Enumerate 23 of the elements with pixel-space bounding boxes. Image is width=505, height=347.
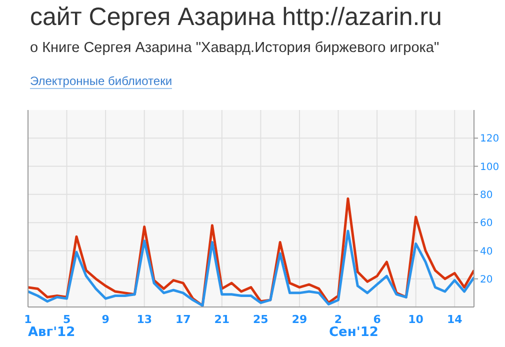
text: Авг'12 — [28, 325, 76, 340]
y-tick-label: 20 — [480, 274, 493, 286]
x-tick-label: 5 — [62, 312, 71, 326]
x-tick-label: 17 — [175, 312, 191, 326]
x-tick-label: 6 — [373, 312, 382, 326]
text: Сен'12 — [329, 325, 378, 340]
x-tick-label: 9 — [102, 312, 110, 326]
x-tick-label: 2 — [334, 312, 342, 326]
x-tick-label: 10 — [408, 312, 424, 326]
chart-subtitle: о Книге Сергея Азарина "Хавард.История биржевого игрока" — [30, 40, 440, 56]
x-tick-label: 25 — [253, 312, 268, 326]
x-tick-label: 1 — [24, 312, 32, 326]
y-tick-label: 100 — [480, 162, 500, 173]
text: Электронные библиотеки — [30, 74, 172, 89]
y-tick-label: 120 — [480, 134, 500, 145]
x-tick-label: 14 — [446, 312, 463, 326]
y-tick-label: 40 — [480, 246, 493, 258]
y-tick-label: 60 — [480, 218, 493, 230]
x-tick-label: 29 — [292, 312, 308, 326]
x-tick-label: 21 — [214, 312, 230, 326]
y-tick-label: 80 — [480, 190, 493, 201]
chart-title: сайт Сергея Азарина http://azarin.ru — [30, 3, 442, 32]
x-tick-label: 13 — [136, 312, 152, 326]
